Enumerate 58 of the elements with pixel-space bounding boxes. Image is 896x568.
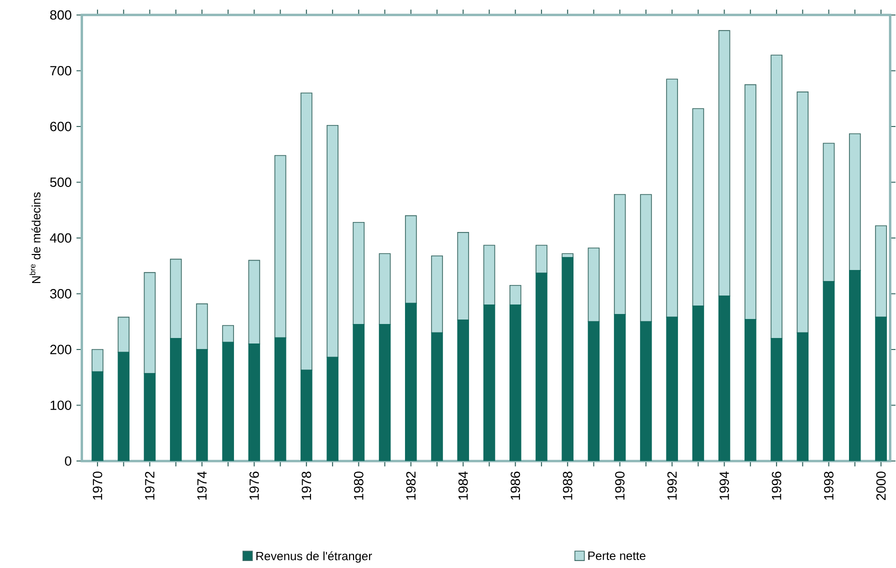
- y-tick-label: 100: [50, 400, 72, 410]
- bar: [431, 256, 443, 334]
- bar: [875, 226, 887, 318]
- bar: [640, 194, 652, 322]
- x-tick-label: 1978: [302, 472, 312, 500]
- y-tick-label: 300: [50, 289, 72, 299]
- bar: [144, 272, 156, 374]
- y-tick-label: 800: [50, 10, 72, 20]
- bar: [457, 232, 470, 321]
- x-tick-label: 1980: [354, 472, 364, 500]
- legend-label: Revenus de l'étranger: [256, 552, 372, 563]
- bar: [588, 248, 600, 322]
- bar: [483, 245, 496, 306]
- bar: [536, 245, 548, 274]
- bar: [352, 222, 365, 326]
- x-tick-label: 1984: [458, 472, 468, 500]
- bar: [196, 304, 208, 350]
- x-tick-label: 1986: [510, 472, 520, 500]
- x-tick-label: 1992: [667, 472, 677, 500]
- x-tick-label: 1994: [720, 472, 730, 500]
- bar: [509, 285, 522, 306]
- bar: [666, 78, 678, 318]
- bar: [326, 125, 338, 358]
- x-tick-label: 1974: [197, 472, 207, 500]
- x-tick-label: 1982: [406, 472, 416, 500]
- x-tick-label: 1998: [824, 472, 834, 500]
- bar: [614, 194, 626, 316]
- x-tick-label: 1988: [562, 472, 572, 500]
- bar: [796, 92, 809, 334]
- bar: [848, 134, 861, 271]
- bar: [405, 216, 417, 304]
- x-tick-label: 1970: [92, 472, 102, 500]
- bar: [822, 143, 835, 282]
- x-tick-label: 1996: [772, 472, 782, 500]
- bar: [718, 30, 730, 297]
- y-tick-label: 0: [64, 456, 72, 466]
- x-tick-label: 1972: [145, 472, 154, 500]
- x-tick-label: 1990: [615, 472, 625, 500]
- bar: [274, 155, 286, 338]
- bar: [744, 84, 756, 320]
- x-tick-label: 1976: [250, 472, 259, 500]
- bar: [300, 92, 312, 371]
- y-axis-title: N$^{bre}$ de médecins: [29, 192, 40, 284]
- bar: [378, 253, 391, 326]
- bar: [222, 325, 234, 343]
- legend-label: Perte nette: [588, 552, 646, 560]
- y-tick-label: 700: [50, 66, 72, 76]
- bar: [92, 349, 104, 372]
- y-tick-label: 400: [50, 234, 72, 243]
- bar: [248, 260, 260, 345]
- y-tick-label: 200: [50, 345, 72, 354]
- y-tick-label: 500: [50, 178, 72, 188]
- bar: [170, 259, 182, 340]
- bar: [118, 317, 130, 353]
- x-tick-label: 2000: [876, 472, 886, 500]
- bar: [770, 54, 782, 340]
- bar: [692, 108, 704, 307]
- y-tick-label: 600: [50, 122, 72, 132]
